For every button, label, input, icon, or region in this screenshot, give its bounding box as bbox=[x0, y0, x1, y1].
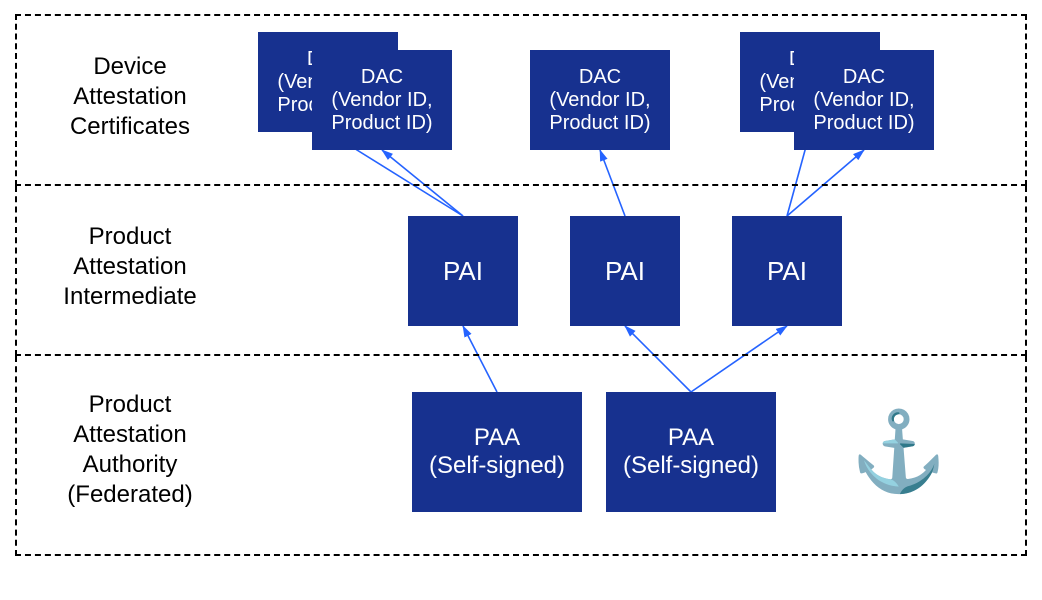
node-label-dac5: DAC(Vendor ID,Product ID) bbox=[798, 66, 930, 135]
diagram-canvas: ⚓ DeviceAttestationCertificatesProductAt… bbox=[0, 0, 1042, 600]
node-label-pai3: PAI bbox=[736, 256, 838, 287]
node-label-dac3: DAC(Vendor ID,Product ID) bbox=[534, 66, 666, 135]
node-label-paa2: PAA(Self-signed) bbox=[610, 424, 772, 480]
row-label-pai-row: ProductAttestationIntermediate bbox=[30, 222, 230, 312]
node-label-pai1: PAI bbox=[412, 256, 514, 287]
row-label-dac-row: DeviceAttestationCertificates bbox=[30, 52, 230, 142]
node-paa2: PAA(Self-signed) bbox=[606, 392, 776, 512]
node-pai1: PAI bbox=[408, 216, 518, 326]
node-label-paa1: PAA(Self-signed) bbox=[416, 424, 578, 480]
node-paa1: PAA(Self-signed) bbox=[412, 392, 582, 512]
node-pai2: PAI bbox=[570, 216, 680, 326]
node-label-pai2: PAI bbox=[574, 256, 676, 287]
node-label-dac2: DAC(Vendor ID,Product ID) bbox=[316, 66, 448, 135]
node-pai3: PAI bbox=[732, 216, 842, 326]
node-dac5: DAC(Vendor ID,Product ID) bbox=[794, 50, 934, 150]
row-label-paa-row: ProductAttestationAuthority(Federated) bbox=[30, 390, 230, 510]
node-dac2: DAC(Vendor ID,Product ID) bbox=[312, 50, 452, 150]
node-dac3: DAC(Vendor ID,Product ID) bbox=[530, 50, 670, 150]
